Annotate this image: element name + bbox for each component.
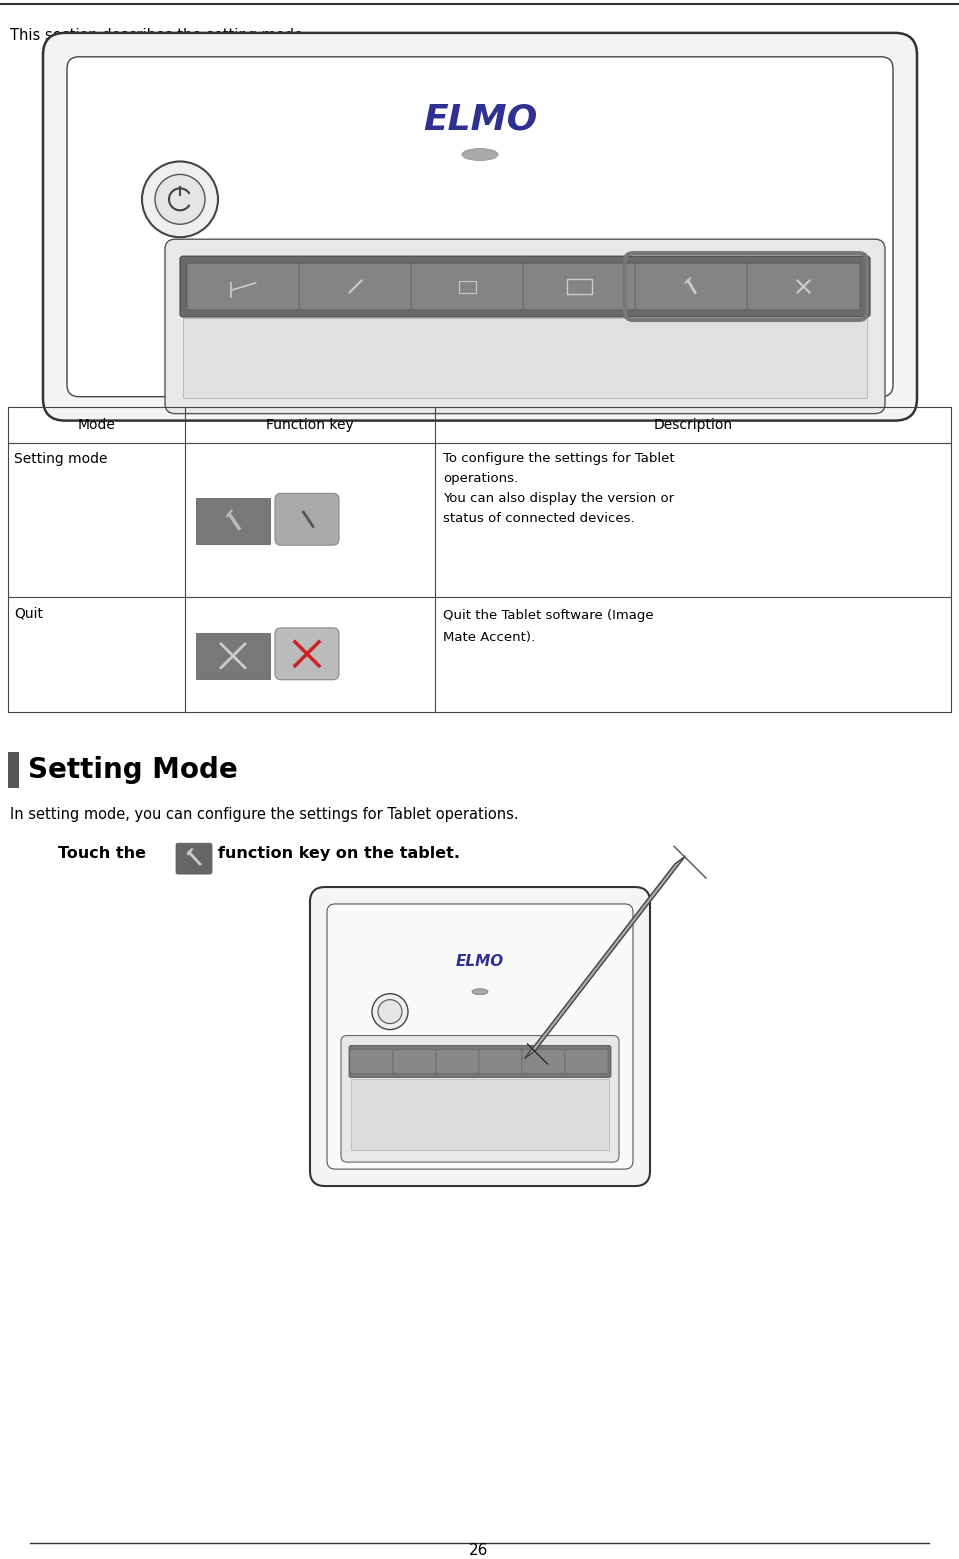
FancyBboxPatch shape xyxy=(350,1049,393,1074)
Bar xyxy=(8,753,19,789)
FancyBboxPatch shape xyxy=(436,1049,479,1074)
Text: In setting mode, you can configure the settings for Tablet operations.: In setting mode, you can configure the s… xyxy=(10,808,519,822)
Polygon shape xyxy=(525,856,686,1059)
FancyBboxPatch shape xyxy=(196,633,270,678)
Text: To configure the settings for Tablet: To configure the settings for Tablet xyxy=(443,452,674,466)
FancyBboxPatch shape xyxy=(43,33,917,421)
Circle shape xyxy=(142,162,218,237)
Text: Quit: Quit xyxy=(14,606,43,620)
Text: Mode: Mode xyxy=(78,418,115,432)
FancyBboxPatch shape xyxy=(747,263,860,310)
Ellipse shape xyxy=(472,988,488,995)
Text: Mate Accent).: Mate Accent). xyxy=(443,631,535,644)
Text: status of connected devices.: status of connected devices. xyxy=(443,513,635,525)
Bar xyxy=(351,1079,609,1151)
FancyBboxPatch shape xyxy=(310,887,650,1186)
FancyBboxPatch shape xyxy=(275,628,339,680)
Text: Setting Mode: Setting Mode xyxy=(28,756,238,784)
FancyBboxPatch shape xyxy=(176,843,212,875)
FancyBboxPatch shape xyxy=(187,263,300,310)
Bar xyxy=(183,318,867,398)
Text: Touch the: Touch the xyxy=(58,847,146,861)
Text: You can also display the version or: You can also display the version or xyxy=(443,493,674,505)
FancyBboxPatch shape xyxy=(196,499,270,544)
Text: 26: 26 xyxy=(469,1543,489,1559)
Ellipse shape xyxy=(462,148,498,161)
FancyBboxPatch shape xyxy=(180,256,870,316)
FancyBboxPatch shape xyxy=(393,1049,436,1074)
Polygon shape xyxy=(527,1043,548,1065)
FancyBboxPatch shape xyxy=(479,1049,522,1074)
FancyBboxPatch shape xyxy=(165,239,885,413)
FancyBboxPatch shape xyxy=(275,493,339,546)
FancyBboxPatch shape xyxy=(523,263,636,310)
Text: Description: Description xyxy=(653,418,733,432)
Text: ELMO: ELMO xyxy=(456,954,504,970)
FancyBboxPatch shape xyxy=(67,56,893,396)
Text: Setting mode: Setting mode xyxy=(14,452,107,466)
FancyBboxPatch shape xyxy=(635,263,748,310)
FancyBboxPatch shape xyxy=(341,1035,619,1161)
Text: ELMO: ELMO xyxy=(423,103,537,137)
Text: Function key: Function key xyxy=(267,418,354,432)
Polygon shape xyxy=(673,847,707,878)
FancyBboxPatch shape xyxy=(327,904,633,1169)
FancyBboxPatch shape xyxy=(522,1049,565,1074)
FancyBboxPatch shape xyxy=(411,263,524,310)
Text: Quit the Tablet software (Image: Quit the Tablet software (Image xyxy=(443,610,654,622)
Circle shape xyxy=(155,175,205,224)
Text: function key on the tablet.: function key on the tablet. xyxy=(218,847,460,861)
FancyBboxPatch shape xyxy=(299,263,412,310)
FancyBboxPatch shape xyxy=(565,1049,608,1074)
Text: operations.: operations. xyxy=(443,472,518,485)
FancyBboxPatch shape xyxy=(349,1046,611,1077)
Circle shape xyxy=(378,999,402,1024)
Text: This section describes the setting mode.: This section describes the setting mode. xyxy=(10,28,308,44)
Circle shape xyxy=(372,993,408,1029)
